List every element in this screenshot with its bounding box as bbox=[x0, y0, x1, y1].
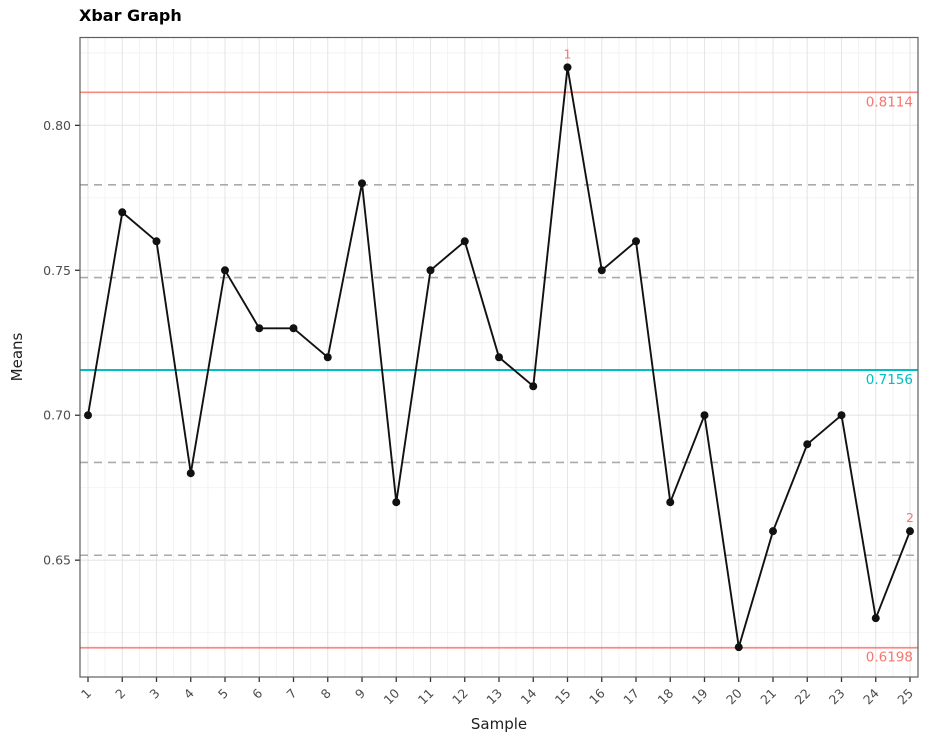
x-tick-label: 18 bbox=[655, 685, 677, 707]
data-point bbox=[666, 498, 675, 507]
data-point bbox=[837, 411, 846, 420]
data-point bbox=[906, 527, 914, 536]
data-point bbox=[358, 179, 366, 188]
x-tick-label: 11 bbox=[415, 686, 437, 708]
y-tick-label: 0.80 bbox=[43, 118, 71, 133]
center-line-value-label: 0.7156 bbox=[866, 372, 913, 388]
x-tick-label: 25 bbox=[894, 686, 916, 708]
data-point bbox=[495, 353, 503, 362]
data-point bbox=[871, 614, 880, 623]
x-tick-label: 16 bbox=[586, 685, 608, 707]
data-point bbox=[323, 353, 332, 362]
x-tick-label: 2 bbox=[112, 686, 128, 702]
x-tick-label: 7 bbox=[283, 686, 299, 702]
x-tick-label: 3 bbox=[146, 686, 162, 702]
chart-plot-area: 120.650.700.750.801 2 3 4 5 6 7 8 9 10 11 12 13 14 15 1… bbox=[43, 36, 919, 708]
x-tick-label: 12 bbox=[449, 686, 471, 708]
violation-label: 1 bbox=[564, 46, 572, 61]
panel-border bbox=[79, 36, 919, 678]
data-point bbox=[289, 324, 298, 333]
data-point bbox=[700, 411, 709, 420]
lcl-value-label: 0.6198 bbox=[866, 650, 913, 666]
x-tick-label: 24 bbox=[860, 685, 882, 707]
data-point bbox=[426, 266, 435, 275]
x-axis-title: Sample bbox=[471, 715, 527, 733]
data-point bbox=[769, 527, 777, 536]
x-tick-label: 15 bbox=[552, 686, 574, 708]
x-tick-label: 23 bbox=[826, 686, 848, 708]
y-tick-label: 0.70 bbox=[43, 408, 71, 423]
y-tick-label: 0.75 bbox=[43, 263, 71, 278]
data-point bbox=[221, 266, 229, 275]
data-point bbox=[460, 237, 469, 246]
x-tick-label: 20 bbox=[723, 685, 745, 707]
x-tick-label: 5 bbox=[215, 686, 231, 702]
data-point bbox=[734, 643, 743, 652]
x-tick-label: 13 bbox=[483, 686, 505, 708]
data-point bbox=[152, 237, 161, 246]
data-point bbox=[529, 382, 538, 391]
data-point bbox=[632, 237, 640, 246]
data-point bbox=[563, 63, 572, 72]
x-tick-label: 14 bbox=[518, 685, 540, 707]
y-tick-label: 0.65 bbox=[43, 553, 71, 568]
chart-title: Xbar Graph bbox=[79, 6, 182, 25]
x-tick-label: 8 bbox=[318, 685, 334, 701]
data-point bbox=[597, 266, 606, 275]
x-tick-label: 6 bbox=[249, 685, 265, 701]
data-point bbox=[392, 498, 401, 507]
ucl-value-label: 0.8114 bbox=[866, 94, 913, 110]
x-tick-label: 9 bbox=[352, 685, 368, 701]
x-tick-label: 10 bbox=[381, 685, 403, 707]
x-tick-label: 17 bbox=[620, 686, 642, 708]
x-tick-label: 21 bbox=[757, 686, 779, 708]
data-point bbox=[186, 469, 195, 478]
x-tick-label: 4 bbox=[181, 685, 197, 701]
data-point bbox=[118, 208, 127, 217]
data-point bbox=[803, 440, 812, 449]
x-tick-label: 22 bbox=[792, 686, 814, 708]
violation-label: 2 bbox=[906, 510, 914, 525]
x-tick-label: 19 bbox=[689, 685, 711, 707]
x-tick-label: 1 bbox=[78, 686, 94, 702]
data-point bbox=[255, 324, 264, 333]
data-point bbox=[84, 411, 92, 420]
y-axis-title: Means bbox=[8, 332, 26, 381]
